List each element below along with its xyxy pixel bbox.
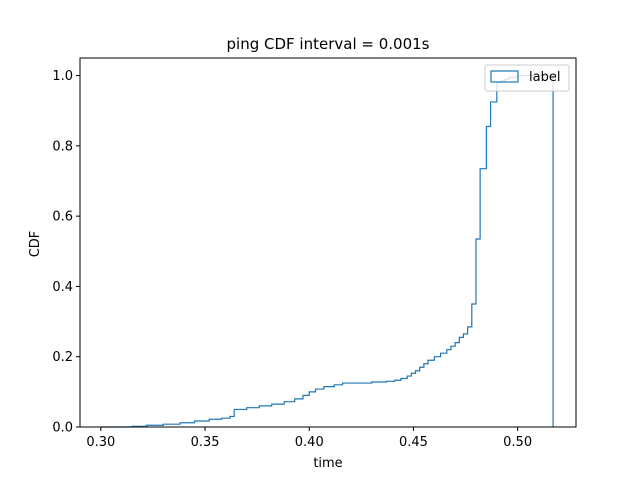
y-tick-label: 0.2 bbox=[52, 350, 73, 365]
y-tick-label: 0.4 bbox=[52, 280, 73, 295]
x-axis: 0.30 0.35 0.40 0.45 0.50 bbox=[86, 427, 532, 450]
legend: label bbox=[484, 64, 570, 92]
legend-label: label bbox=[529, 70, 560, 85]
x-tick-label: 0.35 bbox=[191, 435, 220, 450]
y-tick-label: 0.8 bbox=[52, 139, 73, 154]
y-axis-label: CDF bbox=[28, 231, 43, 258]
x-axis-label: time bbox=[313, 456, 342, 471]
x-tick-label: 0.50 bbox=[503, 435, 532, 450]
x-tick-label: 0.40 bbox=[295, 435, 324, 450]
plot-area bbox=[79, 57, 577, 428]
y-tick-label: 1.0 bbox=[52, 69, 73, 84]
chart-title: ping CDF interval = 0.001s bbox=[227, 35, 430, 53]
x-tick-label: 0.30 bbox=[86, 435, 115, 450]
y-tick-label: 0.0 bbox=[52, 421, 73, 436]
x-tick-label: 0.45 bbox=[399, 435, 428, 450]
legend-swatch bbox=[490, 70, 519, 83]
axes-frame bbox=[79, 57, 577, 428]
y-axis: 0.0 0.2 0.4 0.6 0.8 1.0 bbox=[52, 69, 80, 436]
series-line-0 bbox=[100, 74, 554, 428]
y-tick-label: 0.6 bbox=[52, 210, 73, 225]
